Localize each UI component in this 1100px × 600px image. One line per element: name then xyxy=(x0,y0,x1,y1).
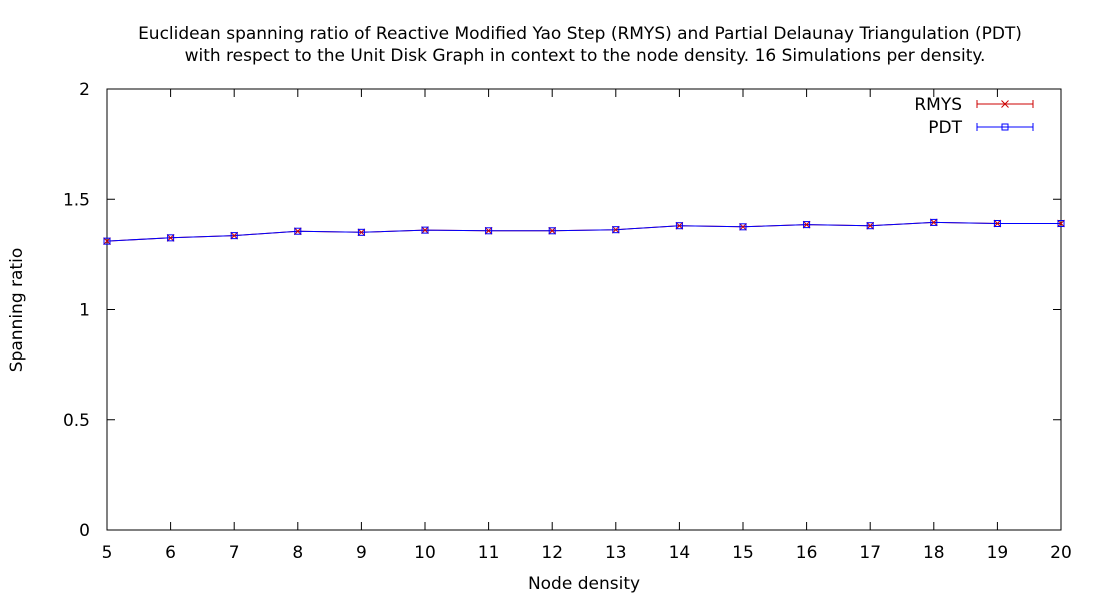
data-point-pdt-10 xyxy=(421,226,429,234)
data-point-pdt-14 xyxy=(675,222,683,230)
x-tick-label-17: 17 xyxy=(859,543,881,563)
data-point-rmys-8 xyxy=(293,227,302,236)
data-point-pdt-6 xyxy=(167,234,175,242)
x-tick-label-20: 20 xyxy=(1050,543,1072,563)
data-point-rmys-14 xyxy=(675,221,684,230)
data-point-pdt-5 xyxy=(103,237,111,245)
x-tick-label-8: 8 xyxy=(292,543,303,563)
data-point-rmys-5 xyxy=(103,237,111,245)
data-point-pdt-20 xyxy=(1057,220,1065,228)
data-point-pdt-13 xyxy=(612,226,620,234)
chart-title-line-2: with respect to the Unit Disk Graph in c… xyxy=(185,46,986,66)
plot-frame xyxy=(106,88,1062,531)
x-tick-label-7: 7 xyxy=(229,543,240,563)
data-point-rmys-10 xyxy=(421,226,429,234)
series-line-pdt xyxy=(106,221,1061,242)
data-point-rmys-9 xyxy=(357,228,366,237)
series-layer xyxy=(103,218,1065,245)
data-point-rmys-6 xyxy=(166,233,175,242)
x-tick-label-14: 14 xyxy=(669,543,691,563)
chart-title-line-1: Euclidean spanning ratio of Reactive Mod… xyxy=(138,24,1022,44)
data-point-rmys-15 xyxy=(739,222,747,231)
y-axis-ticks: 0 0.5 1 1.5 2 xyxy=(63,80,1061,541)
x-tick-label-19: 19 xyxy=(987,543,1009,563)
x-tick-label-12: 12 xyxy=(541,543,563,563)
data-point-rmys-18 xyxy=(929,218,938,227)
y-tick-label-1.5: 1.5 xyxy=(63,190,90,210)
x-axis-ticks: 5 6 7 8 9 10 11 12 13 14 15 16 17 18 19 20 xyxy=(102,89,1072,563)
data-point-pdt-7 xyxy=(230,232,238,240)
x-tick-label-15: 15 xyxy=(732,543,754,563)
y-axis-label: Spanning ratio xyxy=(7,248,27,372)
x-tick-label-5: 5 xyxy=(102,543,113,563)
data-point-pdt-9 xyxy=(357,228,365,236)
data-point-rmys-12 xyxy=(548,226,557,235)
x-tick-label-13: 13 xyxy=(605,543,627,563)
data-point-pdt-8 xyxy=(294,227,302,235)
data-point-pdt-18 xyxy=(930,218,938,226)
legend-label-rmys: RMYS xyxy=(914,95,962,115)
legend-label-pdt: PDT xyxy=(928,118,962,138)
y-tick-label-0: 0 xyxy=(79,521,90,541)
y-tick-label-0.5: 0.5 xyxy=(63,411,90,431)
data-point-pdt-12 xyxy=(548,227,556,235)
data-point-pdt-17 xyxy=(866,222,874,230)
series-line-rmys xyxy=(106,221,1061,242)
legend-swatch-pdt xyxy=(976,123,1034,131)
x-tick-label-11: 11 xyxy=(478,543,500,563)
data-point-rmys-7 xyxy=(230,231,239,240)
x-tick-label-9: 9 xyxy=(356,543,367,563)
data-point-rmys-19 xyxy=(993,219,1002,228)
data-point-pdt-15 xyxy=(739,223,747,231)
y-tick-label-2: 2 xyxy=(79,80,90,100)
data-point-pdt-19 xyxy=(993,220,1001,228)
x-axis-label: Node density xyxy=(528,574,640,594)
x-tick-label-10: 10 xyxy=(414,543,436,563)
legend-swatch-rmys xyxy=(976,100,1034,108)
data-point-rmys-20 xyxy=(1057,219,1065,228)
data-point-rmys-11 xyxy=(484,226,493,235)
data-point-rmys-13 xyxy=(611,225,620,234)
x-tick-label-6: 6 xyxy=(165,543,176,563)
x-tick-label-18: 18 xyxy=(923,543,945,563)
legend: RMYS PDT xyxy=(914,95,1034,138)
y-tick-label-1: 1 xyxy=(79,301,90,321)
data-point-rmys-17 xyxy=(866,221,875,230)
data-point-pdt-16 xyxy=(803,221,811,229)
x-tick-label-16: 16 xyxy=(796,543,818,563)
data-point-pdt-11 xyxy=(485,227,493,235)
data-point-rmys-16 xyxy=(802,220,811,229)
